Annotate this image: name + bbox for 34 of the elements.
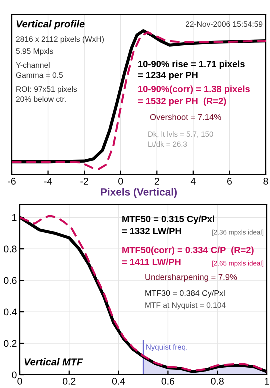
x-axis-title: Pixels (Vertical) bbox=[101, 188, 177, 198]
annotation: Undersharpening = 7.9% bbox=[146, 274, 238, 282]
x-tick-label: 4 bbox=[190, 178, 196, 185]
x-tick-label: 1 bbox=[265, 378, 270, 385]
x-tick-label: 8 bbox=[264, 178, 268, 185]
x-tick-label: 0.2 bbox=[63, 378, 76, 385]
x-tick-label: 2 bbox=[154, 178, 160, 185]
y-tick-label: 0 bbox=[12, 372, 17, 379]
x-tick-label: -2 bbox=[80, 178, 88, 185]
annotation: 10-90%(corr) = 1.38 pixels bbox=[138, 86, 250, 94]
x-tick-label: -6 bbox=[8, 178, 16, 185]
x-tick-label: 0 bbox=[118, 178, 124, 185]
y-tick-label: 0.6 bbox=[4, 277, 17, 284]
y-tick-label: 1 bbox=[12, 214, 17, 222]
annotation: = 1332 LW/PH bbox=[122, 228, 182, 235]
y-tick-label: 0.4 bbox=[4, 308, 17, 316]
annotation: MTF50(corr) = 0.334 C/P (R=2) bbox=[122, 246, 254, 256]
annotation: = 1532 per PH (R=2) bbox=[138, 98, 226, 106]
annotation: 10-90% rise = 1.71 pixels bbox=[138, 60, 245, 70]
chart-title: Vertical profile bbox=[16, 20, 85, 30]
x-tick-label: 0.4 bbox=[112, 378, 126, 385]
y-tick-label: 0.2 bbox=[4, 340, 17, 348]
annotation: = 1234 per PH bbox=[138, 72, 198, 80]
annotation: MTF50 = 0.315 Cy/Pxl bbox=[122, 216, 214, 224]
x-tick-label: 0.8 bbox=[211, 378, 224, 385]
x-tick-label: 6 bbox=[228, 178, 232, 185]
text: Vertical MTF bbox=[24, 358, 84, 366]
x-tick-label: -4 bbox=[44, 178, 52, 185]
annotation: Overshoot = 7.14% bbox=[150, 114, 222, 120]
annotation: MTF30 = 0.384 Cy/Pxl bbox=[146, 290, 225, 298]
y-tick-label: 0.8 bbox=[4, 246, 17, 253]
x-tick-label: 0.6 bbox=[162, 378, 175, 385]
x-tick-label: 0 bbox=[18, 378, 22, 385]
annotation: = 1411 LW/PH bbox=[122, 258, 181, 266]
